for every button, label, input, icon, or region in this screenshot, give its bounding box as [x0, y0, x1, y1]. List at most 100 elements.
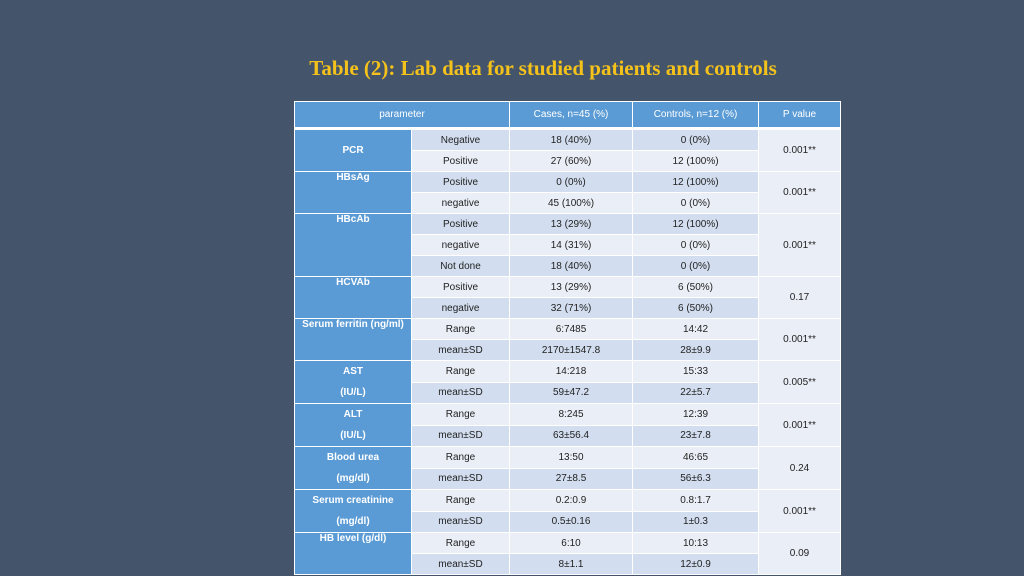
cases-cell: 14:218 — [509, 360, 634, 383]
table-row: mean±SD 0.5±0.16 1±0.3 — [295, 510, 841, 533]
subcategory-cell: Range — [410, 489, 511, 512]
p-value-cell: 0.001** — [758, 171, 842, 214]
parameter-label: (mg/dl) — [336, 473, 370, 484]
controls-cell: 12:39 — [632, 403, 760, 426]
subcategory-cell: mean±SD — [410, 381, 511, 404]
cases-cell: 45 (100%) — [509, 192, 634, 214]
parameter-label: HCVAb — [336, 277, 370, 289]
cases-cell: 13 (29%) — [509, 213, 634, 235]
table-row: mean±SD 2170±1547.8 28±9.9 — [295, 339, 841, 361]
subcategory-cell: negative — [410, 234, 511, 256]
header-controls: Controls, n=12 (%) — [632, 101, 760, 130]
controls-cell: 56±6.3 — [632, 467, 760, 490]
cases-cell: 18 (40%) — [509, 128, 634, 151]
parameter-cell: HCVAb — [294, 276, 412, 319]
parameter-label: HBsAg — [336, 172, 370, 184]
cases-cell: 0.2:0.9 — [509, 489, 634, 512]
cases-cell: 27 (60%) — [509, 150, 634, 172]
subcategory-cell: Range — [410, 360, 511, 383]
cases-cell: 13:50 — [509, 446, 634, 469]
subcategory-cell: negative — [410, 192, 511, 214]
p-value-cell: 0.001** — [758, 213, 842, 277]
table-row: mean±SD 63±56.4 23±7.8 — [295, 424, 841, 447]
table-row: PCR Negative 18 (40%) 0 (0%) 0.001** — [294, 128, 842, 172]
p-value-cell: 0.24 — [758, 446, 842, 490]
cases-cell: 27±8.5 — [509, 467, 634, 490]
subcategory-cell: Negative — [410, 128, 511, 151]
parameter-cell: HB level (g/dl) — [294, 532, 412, 575]
controls-cell: 12 (100%) — [632, 150, 760, 172]
p-value-cell: 0.09 — [758, 532, 842, 575]
lab-data-table: parameter Cases, n=45 (%) Controls, n=12… — [293, 101, 842, 575]
table-row: AST (IU/L) Range 14:218 15:33 0.005** — [294, 360, 842, 404]
cases-cell: 8:245 — [509, 403, 634, 426]
cases-cell: 0.5±0.16 — [509, 510, 634, 533]
header-parameter: parameter — [293, 101, 511, 130]
header-row: parameter Cases, n=45 (%) Controls, n=12… — [293, 101, 842, 130]
parameter-label: PCR — [342, 145, 364, 156]
table-row: negative 45 (100%) 0 (0%) — [295, 192, 841, 214]
parameter-cell: HBsAg — [294, 171, 412, 214]
cases-cell: 2170±1547.8 — [509, 339, 634, 361]
table-row: negative 32 (71%) 6 (50%) — [295, 297, 841, 319]
subcategory-cell: Range — [410, 446, 511, 469]
cases-cell: 14 (31%) — [509, 234, 634, 256]
cases-cell: 6:7485 — [509, 318, 634, 340]
controls-cell: 0 (0%) — [632, 255, 760, 277]
subcategory-cell: Range — [410, 532, 511, 554]
parameter-cell: ALT (IU/L) — [294, 403, 412, 447]
header-p-value: P value — [758, 101, 842, 130]
table-row: Serum creatinine (mg/dl) Range 0.2:0.9 0.8:1… — [294, 489, 842, 533]
controls-cell: 0 (0%) — [632, 192, 760, 214]
parameter-label: (IU/L) — [340, 387, 366, 398]
table-body: PCR Negative 18 (40%) 0 (0%) 0.001** Positive… — [294, 128, 842, 575]
table-row: HBcAb Positive 13 (29%) 12 (100%) 0.001** — [294, 213, 842, 277]
table-row: HBsAg Positive 0 (0%) 12 (100%) 0.001** — [294, 171, 842, 214]
table-row: mean±SD 8±1.1 12±0.9 — [295, 553, 841, 575]
subcategory-cell: negative — [410, 297, 511, 319]
subcategory-cell: Range — [410, 318, 511, 340]
subcategory-cell: mean±SD — [410, 339, 511, 361]
table-title: Table (2): Lab data for studied patients… — [309, 56, 777, 80]
controls-cell: 12 (100%) — [632, 213, 760, 235]
parameter-cell: Serum creatinine (mg/dl) — [294, 489, 412, 533]
parameter-label: Serum ferritin (ng/ml) — [302, 319, 404, 331]
controls-cell: 28±9.9 — [632, 339, 760, 361]
controls-cell: 15:33 — [632, 360, 760, 383]
parameter-label: Serum creatinine — [312, 495, 394, 506]
header-cases: Cases, n=45 (%) — [509, 101, 634, 130]
parameter-label: Blood urea — [326, 452, 380, 463]
table-row: HCVAb Positive 13 (29%) 6 (50%) 0.17 — [294, 276, 842, 319]
controls-cell: 1±0.3 — [632, 510, 760, 533]
subcategory-cell: mean±SD — [410, 553, 511, 575]
subcategory-cell: Positive — [410, 150, 511, 172]
parameter-cell: Serum ferritin (ng/ml) — [294, 318, 412, 361]
controls-cell: 12 (100%) — [632, 171, 760, 193]
parameter-label: (IU/L) — [340, 430, 366, 441]
table-row: Blood urea (mg/dl) Range 13:50 46:65 0.24 — [294, 446, 842, 490]
controls-cell: 46:65 — [632, 446, 760, 469]
subcategory-cell: mean±SD — [410, 510, 511, 533]
cases-cell: 63±56.4 — [509, 424, 634, 447]
p-value-cell: 0.17 — [758, 276, 842, 319]
controls-cell: 14:42 — [632, 318, 760, 340]
parameter-cell: HBcAb — [294, 213, 412, 277]
subcategory-cell: Range — [410, 403, 511, 426]
subcategory-cell: mean±SD — [410, 467, 511, 490]
controls-cell: 10:13 — [632, 532, 760, 554]
p-value-cell: 0.001** — [758, 403, 842, 447]
subcategory-cell: Positive — [410, 213, 511, 235]
cases-cell: 0 (0%) — [509, 171, 634, 193]
cases-cell: 8±1.1 — [509, 553, 634, 575]
table-row: negative 14 (31%) 0 (0%) — [295, 234, 841, 256]
subcategory-cell: mean±SD — [410, 424, 511, 447]
parameter-cell: Blood urea (mg/dl) — [294, 446, 412, 490]
parameter-label: HBcAb — [336, 214, 370, 226]
p-value-cell: 0.001** — [758, 318, 842, 361]
controls-cell: 12±0.9 — [632, 553, 760, 575]
parameter-label: ALT — [343, 409, 363, 420]
table-row: HB level (g/dl) Range 6:10 10:13 0.09 — [294, 532, 842, 575]
controls-cell: 0.8:1.7 — [632, 489, 760, 512]
parameter-label: HB level (g/dl) — [319, 533, 387, 545]
subcategory-cell: Positive — [410, 276, 511, 298]
